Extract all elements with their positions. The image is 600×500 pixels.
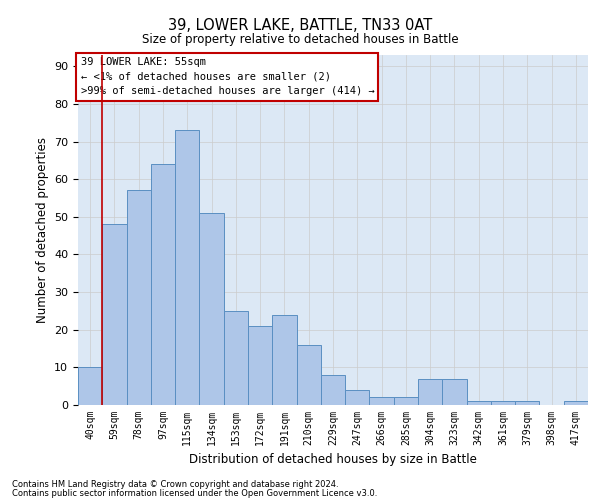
Text: 39 LOWER LAKE: 55sqm
← <1% of detached houses are smaller (2)
>99% of semi-detac: 39 LOWER LAKE: 55sqm ← <1% of detached h… xyxy=(80,57,374,96)
Bar xyxy=(296,345,321,405)
Bar xyxy=(102,224,127,405)
Bar xyxy=(199,213,224,405)
Bar xyxy=(272,314,296,405)
Bar xyxy=(321,375,345,405)
Bar xyxy=(370,398,394,405)
Bar xyxy=(151,164,175,405)
Bar xyxy=(127,190,151,405)
Bar xyxy=(394,398,418,405)
Text: Contains public sector information licensed under the Open Government Licence v3: Contains public sector information licen… xyxy=(12,488,377,498)
Bar xyxy=(467,401,491,405)
Bar xyxy=(418,378,442,405)
Text: Contains HM Land Registry data © Crown copyright and database right 2024.: Contains HM Land Registry data © Crown c… xyxy=(12,480,338,489)
Bar xyxy=(78,368,102,405)
X-axis label: Distribution of detached houses by size in Battle: Distribution of detached houses by size … xyxy=(189,454,477,466)
Text: 39, LOWER LAKE, BATTLE, TN33 0AT: 39, LOWER LAKE, BATTLE, TN33 0AT xyxy=(168,18,432,32)
Y-axis label: Number of detached properties: Number of detached properties xyxy=(35,137,49,323)
Bar xyxy=(175,130,199,405)
Bar xyxy=(564,401,588,405)
Bar xyxy=(515,401,539,405)
Bar xyxy=(491,401,515,405)
Bar xyxy=(248,326,272,405)
Bar xyxy=(345,390,370,405)
Bar xyxy=(442,378,467,405)
Bar xyxy=(224,311,248,405)
Text: Size of property relative to detached houses in Battle: Size of property relative to detached ho… xyxy=(142,32,458,46)
